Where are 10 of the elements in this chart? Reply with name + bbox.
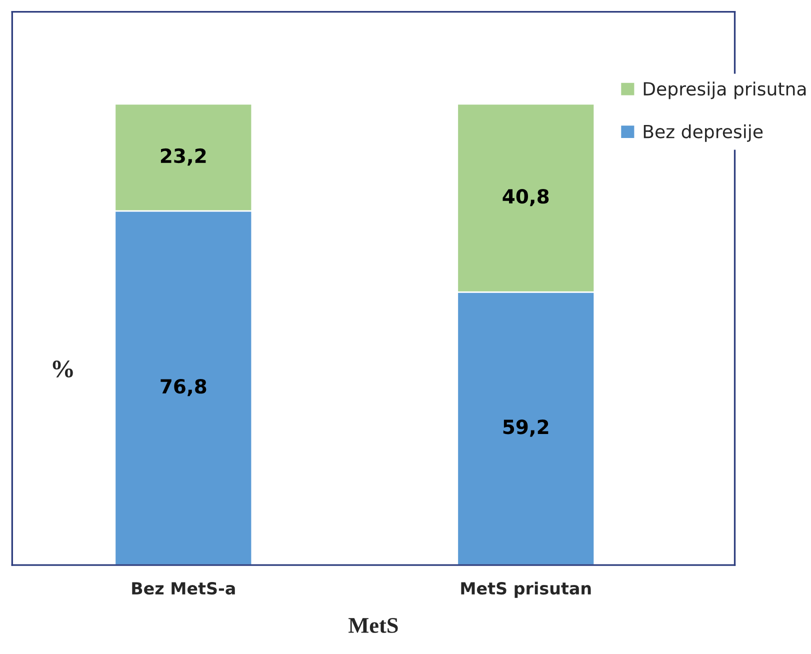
x-tick-label: Bez MetS-a [132, 582, 235, 595]
legend-label: Bez depresije [644, 124, 763, 142]
data-label: 59,2 [503, 420, 548, 437]
x-axis-title: MetS [348, 618, 398, 633]
x-tick-label: MetS prisutan [461, 582, 591, 598]
data-label: 23,2 [160, 148, 206, 166]
y-axis-title: % [52, 360, 73, 378]
legend-label: Depresija prisutna [644, 82, 806, 100]
data-label: 40,8 [502, 188, 549, 206]
data-label: 76,8 [160, 378, 206, 396]
